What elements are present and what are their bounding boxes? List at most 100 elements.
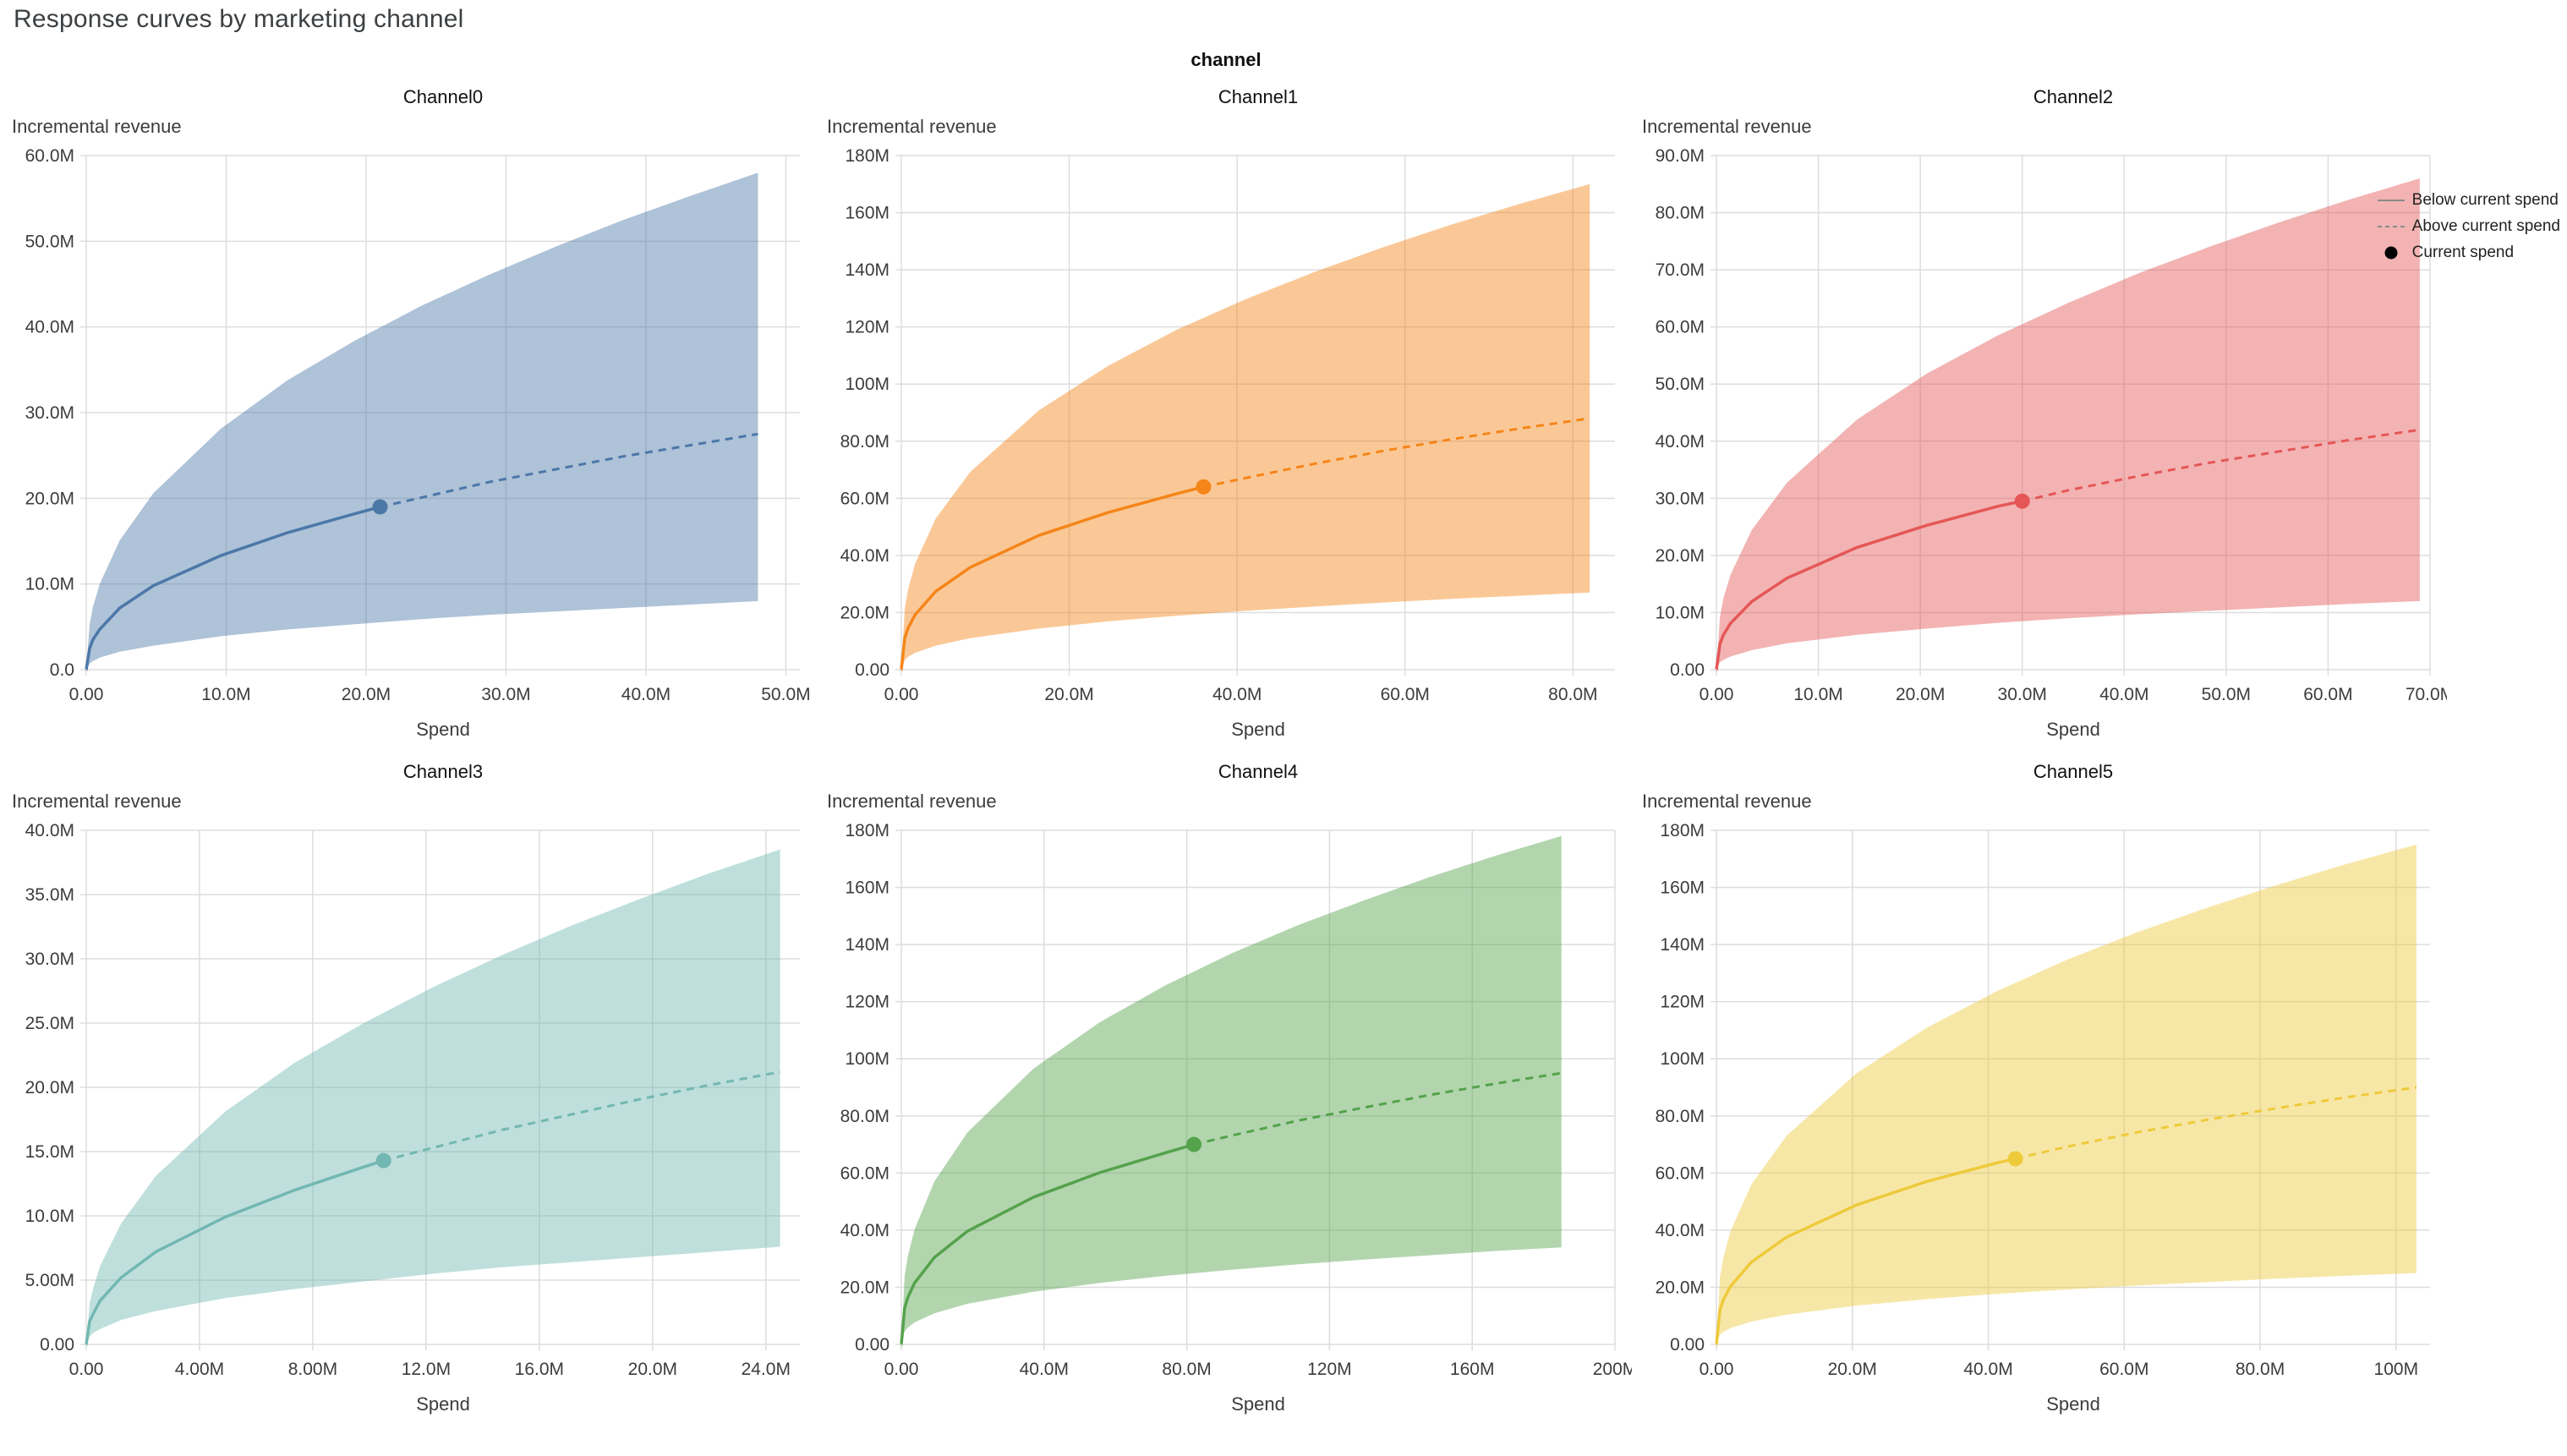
svg-text:50.0M: 50.0M bbox=[761, 685, 810, 704]
svg-text:60.0M: 60.0M bbox=[2099, 1360, 2148, 1379]
svg-text:Spend: Spend bbox=[416, 719, 470, 740]
y-axis-title: Incremental revenue bbox=[1642, 116, 1812, 137]
svg-text:50.0M: 50.0M bbox=[1656, 375, 1705, 394]
svg-text:100M: 100M bbox=[1660, 1049, 1705, 1069]
svg-text:120M: 120M bbox=[1307, 1360, 1352, 1379]
legend-item-label: Above current spend bbox=[2411, 217, 2560, 235]
svg-text:20.0M: 20.0M bbox=[25, 1078, 74, 1097]
chart-card-channel3: Channel3 Incremental revenue 0.00 4.00M 8.… bbox=[12, 758, 817, 1426]
y-axis-title: Incremental revenue bbox=[827, 116, 997, 137]
svg-text:24.0M: 24.0M bbox=[742, 1360, 791, 1379]
svg-text:120M: 120M bbox=[1660, 993, 1705, 1012]
svg-text:0.0: 0.0 bbox=[50, 660, 74, 680]
svg-text:140M: 140M bbox=[845, 935, 889, 955]
chart-card-channel5: Channel5 Incremental revenue 0.00 20.0M 40… bbox=[1642, 758, 2447, 1426]
facet-label: channel bbox=[1190, 49, 1262, 70]
svg-text:0.00: 0.00 bbox=[855, 660, 889, 680]
svg-text:Spend: Spend bbox=[1231, 1393, 1285, 1415]
svg-text:15.0M: 15.0M bbox=[25, 1142, 74, 1162]
chart-card-channel0: Channel0 Incremental revenue 0.00 10.0M 20… bbox=[12, 83, 817, 751]
svg-text:40.0M: 40.0M bbox=[25, 318, 74, 337]
svg-text:0.00: 0.00 bbox=[40, 1335, 74, 1355]
solid-line-icon bbox=[2377, 200, 2405, 201]
chart-title: Channel1 bbox=[1218, 86, 1299, 107]
chart-card-channel1: Channel1 Incremental revenue 0.00 20.0M 40… bbox=[827, 83, 1632, 751]
y-axis-title: Incremental revenue bbox=[12, 791, 182, 812]
response-curve-plot-channel2: 0.00 10.0M 20.0M 30.0M 40.0M 50.0M 60.0M 70.0M 0… bbox=[1656, 146, 2447, 740]
svg-text:40.0M: 40.0M bbox=[840, 546, 889, 566]
svg-text:20.0M: 20.0M bbox=[840, 1278, 889, 1297]
svg-text:0.00: 0.00 bbox=[884, 685, 919, 704]
svg-text:0.00: 0.00 bbox=[1699, 1360, 1734, 1379]
svg-text:0.00: 0.00 bbox=[884, 1360, 919, 1379]
svg-text:40.0M: 40.0M bbox=[1963, 1360, 2012, 1379]
svg-text:80.0M: 80.0M bbox=[1548, 685, 1597, 704]
chart-title: Channel2 bbox=[2033, 86, 2114, 107]
svg-text:0.00: 0.00 bbox=[1670, 660, 1705, 680]
page-title: Response curves by marketing channel bbox=[14, 5, 464, 33]
svg-text:12.0M: 12.0M bbox=[402, 1360, 451, 1379]
chart-card-channel2: Channel2 Incremental revenue 0.00 10.0M 20… bbox=[1642, 83, 2447, 751]
svg-text:60.0M: 60.0M bbox=[1656, 318, 1705, 337]
svg-text:20.0M: 20.0M bbox=[342, 685, 391, 704]
svg-text:60.0M: 60.0M bbox=[1381, 685, 1430, 704]
svg-text:50.0M: 50.0M bbox=[2202, 685, 2251, 704]
svg-text:120M: 120M bbox=[845, 318, 889, 337]
svg-text:30.0M: 30.0M bbox=[1998, 685, 2047, 704]
svg-text:160M: 160M bbox=[845, 879, 889, 898]
chart-title: Channel3 bbox=[402, 761, 484, 782]
svg-text:140M: 140M bbox=[1660, 935, 1705, 955]
y-axis-title: Incremental revenue bbox=[1642, 791, 1812, 812]
response-curve-plot-channel1: 0.00 20.0M 40.0M 60.0M 80.0M 0.00 20.0M 40.0M 60… bbox=[840, 146, 1615, 740]
svg-text:160M: 160M bbox=[1450, 1360, 1495, 1379]
legend-item-current-spend: Current spend bbox=[2376, 244, 2560, 262]
svg-text:60.0M: 60.0M bbox=[25, 146, 74, 166]
svg-text:20.0M: 20.0M bbox=[1656, 546, 1705, 566]
svg-text:40.0M: 40.0M bbox=[1656, 432, 1705, 452]
svg-text:50.0M: 50.0M bbox=[25, 232, 74, 251]
svg-text:40.0M: 40.0M bbox=[25, 821, 74, 840]
svg-text:80.0M: 80.0M bbox=[1656, 204, 1705, 223]
chart-title: Channel4 bbox=[1218, 761, 1299, 782]
dot-icon bbox=[2384, 246, 2398, 260]
svg-text:180M: 180M bbox=[1660, 821, 1705, 840]
svg-text:120M: 120M bbox=[845, 993, 889, 1012]
svg-text:40.0M: 40.0M bbox=[1656, 1221, 1705, 1240]
legend-item-label: Below current spend bbox=[2411, 191, 2559, 209]
svg-text:180M: 180M bbox=[845, 146, 889, 166]
svg-text:100M: 100M bbox=[845, 375, 889, 394]
response-curve-plot-channel4: 0.00 40.0M 80.0M 120M 160M 200M 0.00 20.0M 40.0M… bbox=[840, 821, 1632, 1415]
svg-text:180M: 180M bbox=[845, 821, 889, 840]
svg-text:25.0M: 25.0M bbox=[25, 1014, 74, 1033]
svg-text:8.00M: 8.00M bbox=[288, 1360, 337, 1379]
svg-text:160M: 160M bbox=[1660, 879, 1705, 898]
y-axis-title: Incremental revenue bbox=[12, 116, 182, 137]
svg-text:80.0M: 80.0M bbox=[2236, 1360, 2285, 1379]
svg-text:30.0M: 30.0M bbox=[1656, 489, 1705, 508]
legend-item-label: Current spend bbox=[2411, 244, 2515, 261]
svg-text:80.0M: 80.0M bbox=[1162, 1360, 1211, 1379]
svg-text:70.0M: 70.0M bbox=[2406, 685, 2447, 704]
svg-text:200M: 200M bbox=[1593, 1360, 1632, 1379]
svg-text:30.0M: 30.0M bbox=[25, 950, 74, 969]
svg-text:Spend: Spend bbox=[2046, 1393, 2100, 1415]
svg-text:Spend: Spend bbox=[1231, 719, 1285, 740]
svg-text:Spend: Spend bbox=[2046, 719, 2100, 740]
svg-text:140M: 140M bbox=[845, 260, 889, 280]
svg-text:Spend: Spend bbox=[416, 1393, 470, 1415]
svg-text:100M: 100M bbox=[845, 1049, 889, 1069]
svg-text:80.0M: 80.0M bbox=[840, 1107, 889, 1126]
svg-text:20.0M: 20.0M bbox=[1896, 685, 1945, 704]
svg-text:60.0M: 60.0M bbox=[1656, 1163, 1705, 1183]
response-curve-plot-channel3: 0.00 4.00M 8.00M 12.0M 16.0M 20.0M 24.0M 0.00 5.… bbox=[25, 821, 800, 1415]
svg-text:20.0M: 20.0M bbox=[25, 489, 74, 508]
response-curve-plot-channel0: 0.00 10.0M 20.0M 30.0M 40.0M 50.0M 0.0 10.0M 20.… bbox=[25, 146, 811, 740]
svg-text:70.0M: 70.0M bbox=[1656, 260, 1705, 280]
svg-text:30.0M: 30.0M bbox=[481, 685, 530, 704]
response-curve-plot-channel5: 0.00 20.0M 40.0M 60.0M 80.0M 100M 0.00 20.0M 40.… bbox=[1656, 821, 2430, 1415]
svg-text:20.0M: 20.0M bbox=[1044, 685, 1093, 704]
svg-text:10.0M: 10.0M bbox=[25, 575, 74, 594]
svg-text:0.00: 0.00 bbox=[69, 685, 104, 704]
y-axis-title: Incremental revenue bbox=[827, 791, 997, 812]
svg-text:5.00M: 5.00M bbox=[25, 1271, 74, 1290]
